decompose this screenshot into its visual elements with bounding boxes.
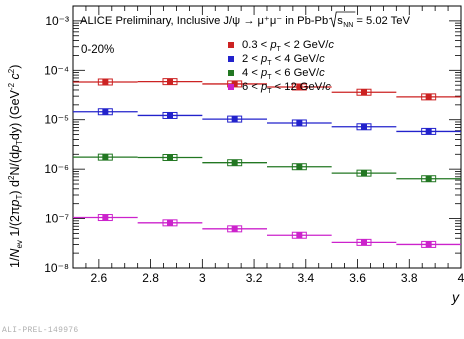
data-point: [361, 170, 367, 177]
data-point: [102, 154, 109, 161]
x-tick-label: 2.6: [91, 271, 108, 285]
data-point: [425, 241, 432, 248]
svg-text:s: s: [337, 15, 343, 27]
data-point: [425, 128, 432, 135]
alice-watermark: ALI-PREL-149976: [2, 326, 79, 335]
chart-title: ALICE Preliminary, Inclusive J/ψ → μ⁺μ⁻ …: [80, 15, 328, 27]
data-point: [425, 175, 432, 182]
legend-marker: [228, 84, 234, 90]
data-point: [361, 89, 367, 96]
legend-marker: [228, 42, 234, 48]
legend-label: 4 < pT < 6 GeV/c: [242, 67, 325, 81]
y-tick-label: 10⁻⁴: [44, 63, 69, 77]
y-tick-label: 10⁻⁷: [45, 212, 69, 226]
y-axis-label: 1/Nev 1/(2πpT) d2N/(dpTdy) (GeV-2 c2): [7, 65, 24, 268]
data-point: [361, 239, 367, 246]
legend-label: 0.3 < pT < 2 GeV/c: [242, 39, 334, 53]
y-tick-label: 10⁻⁵: [44, 113, 69, 127]
series-4: [73, 214, 461, 248]
data-point: [167, 219, 173, 226]
data-point: [296, 163, 303, 170]
data-point: [167, 78, 173, 85]
x-tick-label: 2.8: [142, 271, 159, 285]
x-axis-label: y: [451, 289, 460, 305]
series-1: [73, 78, 461, 101]
y-tick-label: 10⁻⁸: [44, 261, 69, 275]
x-tick-label: 3: [199, 271, 206, 285]
data-point: [167, 112, 173, 119]
x-tick-label: 3.8: [401, 271, 418, 285]
legend-marker: [228, 56, 234, 62]
y-tick-label: 10⁻³: [45, 14, 69, 28]
data-point: [231, 159, 238, 166]
sqrt-energy-label: s NN = 5.02 TeV: [329, 11, 410, 29]
legend-label: 2 < pT < 4 GeV/c: [242, 53, 325, 67]
data-point: [425, 93, 432, 100]
svg-text:= 5.02 TeV: = 5.02 TeV: [356, 15, 410, 27]
data-point: [296, 83, 303, 90]
svg-text:NN: NN: [343, 22, 353, 29]
x-tick-label: 3.4: [297, 271, 314, 285]
x-tick-label: 3.6: [349, 271, 366, 285]
data-point: [102, 108, 109, 115]
legend-label: 6 < pT < 12 GeV/c: [242, 81, 331, 95]
data-point: [231, 80, 238, 87]
legend-marker: [228, 70, 234, 76]
series-3: [73, 153, 461, 183]
legend: 0.3 < pT < 2 GeV/c2 < pT < 4 GeV/c4 < pT…: [228, 39, 334, 95]
data-point: [231, 116, 238, 123]
data-point: [102, 214, 109, 221]
data-point: [167, 154, 173, 161]
data-point: [296, 232, 303, 239]
x-tick-label: 3.2: [246, 271, 263, 285]
data-point: [296, 119, 303, 126]
data-point: [361, 123, 367, 130]
x-tick-label: 4: [458, 271, 464, 285]
y-tick-label: 10⁻⁶: [44, 162, 69, 176]
series-2: [73, 108, 461, 135]
svg-text:1/Nev 1/(2πpT) d2N/(dpTdy) (Ge: 1/Nev 1/(2πpT) d2N/(dpTdy) (GeV-2 c2): [7, 65, 24, 268]
data-point: [102, 78, 109, 85]
data-point: [231, 225, 238, 232]
centrality-label: 0-20%: [81, 44, 114, 56]
